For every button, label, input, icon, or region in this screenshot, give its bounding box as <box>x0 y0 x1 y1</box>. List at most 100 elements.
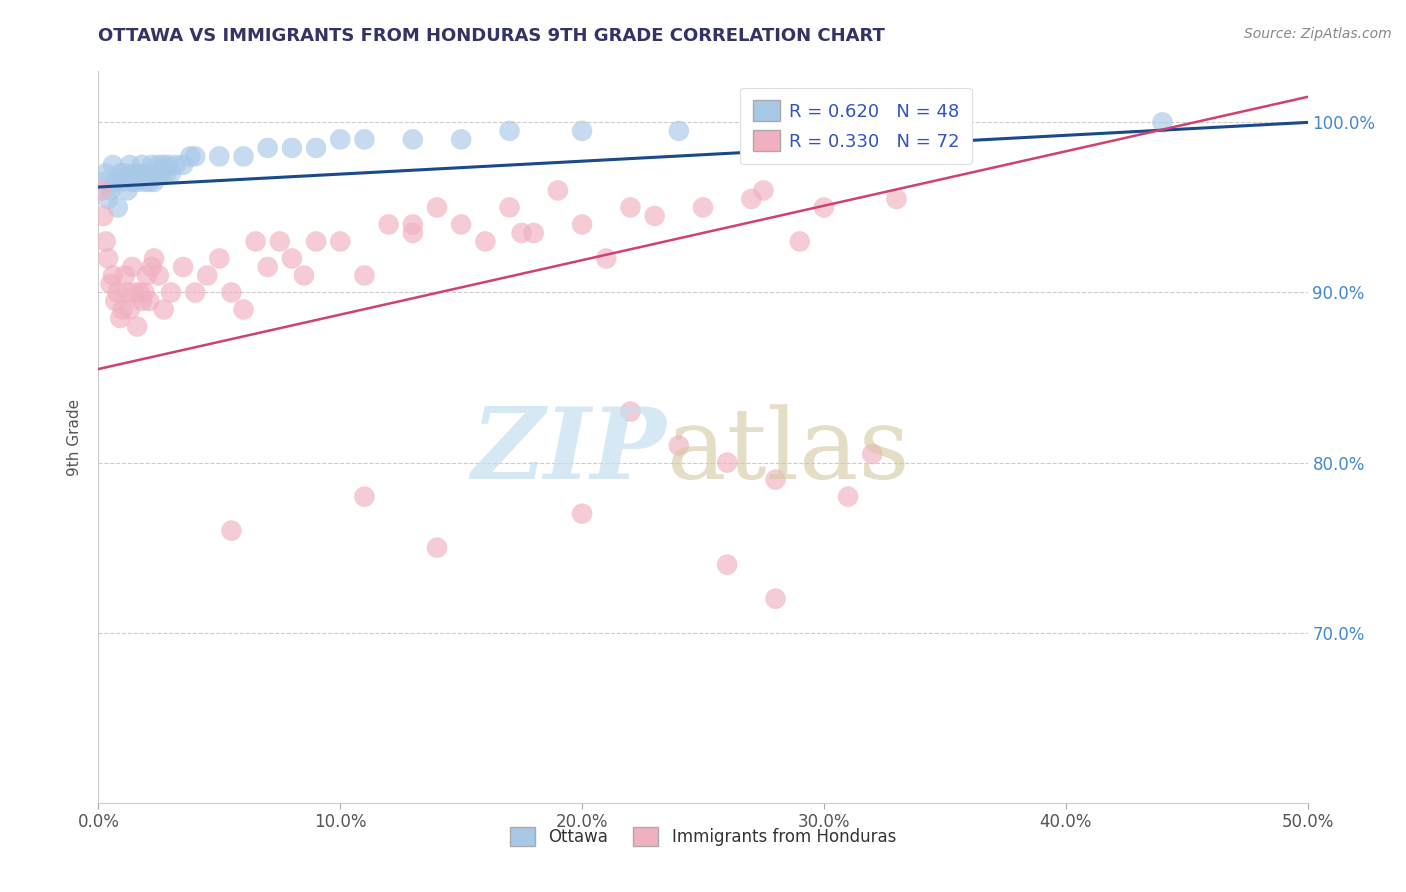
Point <box>138 175 160 189</box>
Point <box>353 132 375 146</box>
Point <box>269 235 291 249</box>
Point <box>377 218 399 232</box>
Point <box>498 124 520 138</box>
Point <box>111 302 134 317</box>
Point <box>160 285 183 300</box>
Point <box>765 473 787 487</box>
Point <box>138 293 160 308</box>
Point <box>107 285 129 300</box>
Point <box>256 260 278 274</box>
Point <box>91 209 114 223</box>
Point <box>155 166 177 180</box>
Point <box>145 166 167 180</box>
Point <box>765 591 787 606</box>
Point <box>281 141 304 155</box>
Point <box>108 166 131 180</box>
Point <box>117 285 139 300</box>
Point <box>104 293 127 308</box>
Point <box>450 218 472 232</box>
Point <box>134 285 156 300</box>
Point <box>100 183 122 197</box>
Point <box>104 175 127 189</box>
Point <box>97 252 120 266</box>
Point <box>114 166 136 180</box>
Point <box>353 490 375 504</box>
Point <box>232 302 254 317</box>
Y-axis label: 9th Grade: 9th Grade <box>67 399 83 475</box>
Point <box>97 192 120 206</box>
Point <box>402 218 425 232</box>
Point <box>90 183 112 197</box>
Point <box>124 285 146 300</box>
Point <box>135 268 157 283</box>
Point <box>668 439 690 453</box>
Point <box>329 235 352 249</box>
Point <box>329 132 352 146</box>
Point <box>121 175 143 189</box>
Point <box>740 192 762 206</box>
Point <box>886 192 908 206</box>
Point <box>644 209 666 223</box>
Point <box>245 235 267 249</box>
Point <box>402 226 425 240</box>
Point <box>128 166 150 180</box>
Point <box>135 166 157 180</box>
Point <box>305 235 328 249</box>
Point <box>571 218 593 232</box>
Point <box>221 285 243 300</box>
Point <box>195 268 218 283</box>
Point <box>789 235 811 249</box>
Point <box>91 175 114 189</box>
Point <box>692 201 714 215</box>
Point <box>118 158 141 172</box>
Point <box>157 158 180 172</box>
Point <box>221 524 243 538</box>
Point <box>131 158 153 172</box>
Point <box>152 158 174 172</box>
Point <box>172 260 194 274</box>
Point <box>474 235 496 249</box>
Point <box>547 183 569 197</box>
Point <box>860 447 883 461</box>
Point <box>184 149 207 163</box>
Point <box>134 175 156 189</box>
Point <box>127 319 149 334</box>
Text: OTTAWA VS IMMIGRANTS FROM HONDURAS 9TH GRADE CORRELATION CHART: OTTAWA VS IMMIGRANTS FROM HONDURAS 9TH G… <box>98 27 886 45</box>
Point <box>117 183 139 197</box>
Point <box>179 149 201 163</box>
Point <box>619 201 641 215</box>
Point <box>148 158 170 172</box>
Point <box>353 268 375 283</box>
Point <box>837 490 859 504</box>
Point <box>107 201 129 215</box>
Point <box>100 277 122 291</box>
Point <box>118 302 141 317</box>
Point <box>165 158 187 172</box>
Point <box>450 132 472 146</box>
Point <box>595 252 617 266</box>
Point <box>765 115 787 129</box>
Point <box>111 175 134 189</box>
Point <box>160 166 183 180</box>
Point <box>292 268 315 283</box>
Point <box>108 311 131 326</box>
Legend: Ottawa, Immigrants from Honduras: Ottawa, Immigrants from Honduras <box>503 821 903 853</box>
Point <box>127 175 149 189</box>
Point <box>934 115 956 129</box>
Point <box>668 124 690 138</box>
Point <box>94 166 117 180</box>
Point <box>143 175 166 189</box>
Point <box>101 158 124 172</box>
Point <box>813 201 835 215</box>
Point <box>114 268 136 283</box>
Point <box>498 201 520 215</box>
Point <box>716 456 738 470</box>
Point <box>619 404 641 418</box>
Point <box>232 149 254 163</box>
Point <box>121 260 143 274</box>
Point <box>402 132 425 146</box>
Point <box>208 149 231 163</box>
Text: Source: ZipAtlas.com: Source: ZipAtlas.com <box>1244 27 1392 41</box>
Point <box>148 268 170 283</box>
Point <box>152 302 174 317</box>
